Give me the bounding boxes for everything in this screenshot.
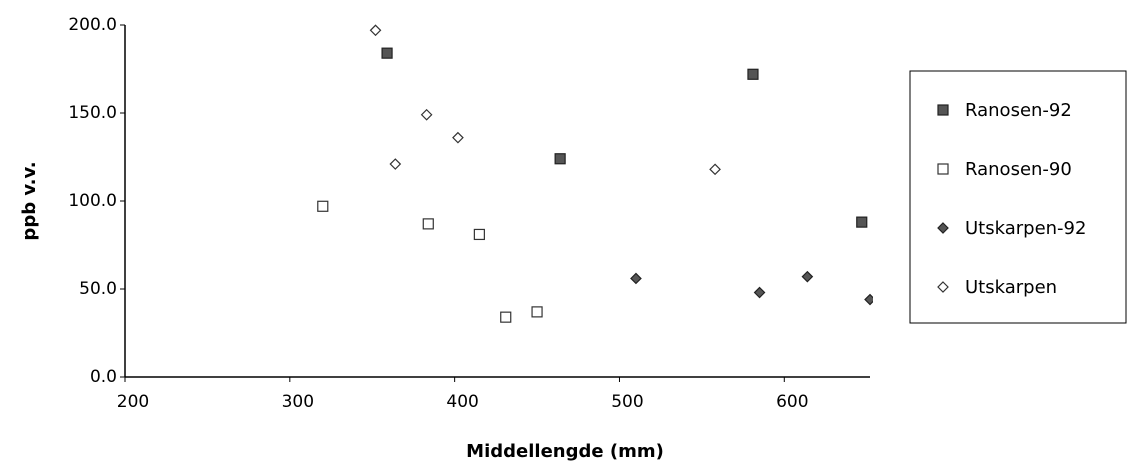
legend-label: Utskarpen-92 xyxy=(965,218,1086,239)
plot-area xyxy=(317,24,873,323)
legend-label: Ranosen-92 xyxy=(965,100,1072,121)
point xyxy=(753,286,766,299)
legend-label: Ranosen-90 xyxy=(965,159,1072,180)
point xyxy=(381,47,393,59)
point xyxy=(369,24,382,37)
y-tick-label: 100.0 xyxy=(68,191,117,211)
point xyxy=(500,311,512,323)
x-axis-title: Middellengde (mm) xyxy=(466,441,664,462)
point xyxy=(420,108,433,121)
y-axis-title: ppb v.v. xyxy=(19,161,40,240)
y-tick-label: 150.0 xyxy=(68,103,117,123)
point xyxy=(452,131,464,144)
y-tick-label: 200.0 xyxy=(68,15,117,35)
point xyxy=(709,163,721,176)
legend-label: Utskarpen xyxy=(965,277,1057,298)
legend-marker xyxy=(937,222,949,234)
point xyxy=(801,270,814,283)
legend-marker xyxy=(937,104,949,116)
legend-marker xyxy=(937,281,949,293)
legend-marker xyxy=(937,163,949,175)
point xyxy=(554,153,566,165)
x-tick-label: 200 xyxy=(117,392,149,412)
x-tick-label: 400 xyxy=(446,392,478,412)
x-tick-label: 300 xyxy=(282,392,314,412)
x-tick-label: 600 xyxy=(776,392,808,412)
x-tick-label: 500 xyxy=(611,392,643,412)
point xyxy=(389,158,402,170)
point xyxy=(422,218,434,230)
y-tick-label: 0.0 xyxy=(90,367,117,387)
y-tick-label: 50.0 xyxy=(79,279,117,299)
point xyxy=(317,200,329,212)
point xyxy=(531,306,543,318)
point xyxy=(630,272,642,285)
point xyxy=(864,293,873,306)
point xyxy=(856,216,868,228)
point xyxy=(747,68,759,80)
point xyxy=(473,228,485,241)
